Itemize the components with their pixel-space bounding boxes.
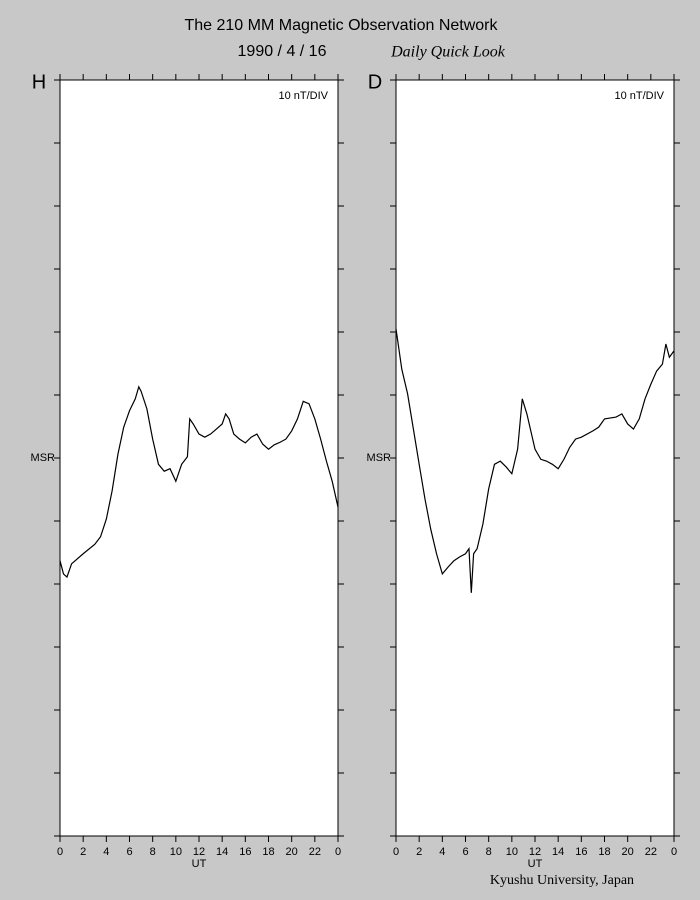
x-tick-label: 18 xyxy=(262,846,274,858)
x-axis-label: UT xyxy=(528,858,543,870)
trace xyxy=(395,328,675,593)
x-tick-label: 14 xyxy=(552,846,564,858)
plot-area xyxy=(395,79,675,837)
x-tick-label: 2 xyxy=(416,846,422,858)
x-tick-label: 4 xyxy=(103,846,109,858)
x-tick-label: 22 xyxy=(309,846,321,858)
footer: Kyushu University, Japan xyxy=(490,873,634,888)
header-date: 1990 / 4 / 16 xyxy=(238,43,327,60)
plot-area xyxy=(59,79,339,837)
x-tick-label: 0 xyxy=(671,846,677,858)
x-tick-label: 16 xyxy=(239,846,251,858)
x-tick-label: 12 xyxy=(529,846,541,858)
x-tick-label: 2 xyxy=(80,846,86,858)
x-tick-label: 18 xyxy=(598,846,610,858)
x-tick-label: 8 xyxy=(150,846,156,858)
trace xyxy=(59,385,339,579)
x-tick-label: 10 xyxy=(506,846,518,858)
x-tick-label: 4 xyxy=(439,846,445,858)
x-axis-label: UT xyxy=(192,858,207,870)
scale-note: 10 nT/DIV xyxy=(614,90,664,102)
x-tick-label: 0 xyxy=(57,846,63,858)
x-tick-label: 20 xyxy=(286,846,298,858)
scale-note: 10 nT/DIV xyxy=(278,90,328,102)
x-tick-label: 12 xyxy=(193,846,205,858)
x-tick-label: 20 xyxy=(622,846,634,858)
x-tick-label: 14 xyxy=(216,846,228,858)
x-tick-label: 10 xyxy=(170,846,182,858)
header-subtitle: Daily Quick Look xyxy=(390,44,506,61)
x-tick-label: 6 xyxy=(126,846,132,858)
panel-label: H xyxy=(32,71,46,93)
x-tick-label: 22 xyxy=(645,846,657,858)
y-tick-label: MSR xyxy=(367,452,392,464)
x-tick-label: 0 xyxy=(335,846,341,858)
header-title: The 210 MM Magnetic Observation Network xyxy=(184,17,498,34)
panel-label: D xyxy=(368,71,382,93)
x-tick-label: 16 xyxy=(575,846,587,858)
x-tick-label: 8 xyxy=(486,846,492,858)
y-tick-label: MSR xyxy=(31,452,56,464)
x-tick-label: 6 xyxy=(462,846,468,858)
x-tick-label: 0 xyxy=(393,846,399,858)
